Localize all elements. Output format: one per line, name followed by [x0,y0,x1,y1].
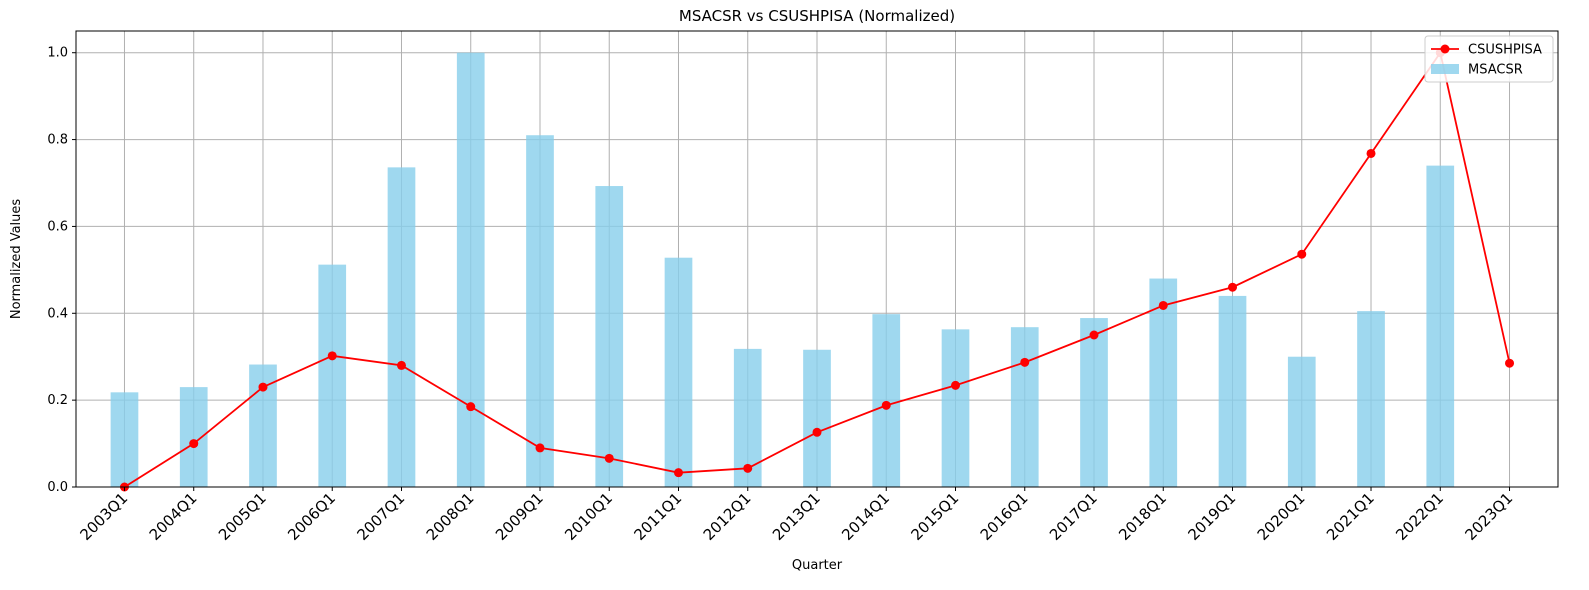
csushpisa-point [812,427,822,437]
x-tick-label: 2020Q1 [1254,489,1309,544]
x-axis-ticks: 2003Q1 2004Q1 2005Q1 2006Q1 2007Q1 2008Q1 2009… [76,487,1516,544]
msacsr-bar [1149,278,1178,487]
csushpisa-point [1505,358,1515,368]
csushpisa-point [743,463,753,473]
x-tick-label: 2019Q1 [1185,489,1240,544]
msacsr-bar [1287,356,1316,487]
msacsr-bar [179,387,208,487]
msacsr-bar [110,392,139,487]
csushpisa-point [258,382,268,392]
x-tick-label: 2023Q1 [1462,489,1517,544]
csushpisa-point [673,468,683,478]
x-tick-label: 2003Q1 [76,489,131,544]
csushpisa-point [1228,282,1238,292]
msacsr-bar [941,329,970,487]
csushpisa-point [1158,300,1168,310]
csushpisa-point [604,453,614,463]
y-axis-label: Normalized Values [9,199,24,320]
legend-entry-csushpisa: CSUSHPISA [1468,43,1542,58]
x-tick-label: 2015Q1 [908,489,963,544]
msacsr-bar [1218,295,1247,487]
y-tick-label: 0.0 [47,480,68,495]
csushpisa-point [1366,148,1376,158]
msacsr-bar [664,257,693,487]
y-tick-label: 0.2 [47,393,68,408]
x-tick-label: 2018Q1 [1115,489,1170,544]
x-tick-label: 2009Q1 [492,489,547,544]
msacsr-bar [803,349,831,487]
legend-bar-swatch [1431,64,1459,74]
csushpisa-point [1089,330,1099,340]
chart-title: MSACSR vs CSUSHPISA (Normalized) [679,7,955,25]
x-tick-label: 2021Q1 [1323,489,1378,544]
msacsr-bar [456,52,485,487]
x-tick-label: 2013Q1 [769,489,824,544]
legend-entry-msacsr: MSACSR [1468,63,1523,78]
msacsr-bar [1010,327,1039,487]
csushpisa-point [951,380,961,390]
msacsr-bar [387,167,416,487]
x-tick-label: 2008Q1 [423,489,478,544]
x-tick-label: 2016Q1 [977,489,1032,544]
x-tick-label: 2006Q1 [284,489,339,544]
csushpisa-point [1020,357,1030,367]
csushpisa-point [535,443,545,453]
x-tick-label: 2011Q1 [631,489,686,544]
msacsr-bar [1080,318,1108,487]
msacsr-bar [1426,165,1455,487]
x-tick-label: 2014Q1 [838,489,893,544]
csushpisa-point [327,351,337,361]
csushpisa-point [189,439,199,449]
x-axis-label: Quarter [792,558,843,573]
legend: CSUSHPISA MSACSR [1424,35,1554,83]
msacsr-bar [318,264,347,487]
csushpisa-point [881,400,891,410]
msacsr-bars [110,52,1455,488]
y-axis-ticks: 0.0 0.2 0.4 0.6 0.8 1.0 [47,46,76,495]
x-tick-label: 2007Q1 [353,489,408,544]
x-tick-label: 2022Q1 [1392,489,1447,544]
x-tick-label: 2012Q1 [700,489,755,544]
x-tick-label: 2010Q1 [561,489,616,544]
msacsr-bar [1357,311,1385,487]
csushpisa-point [1297,249,1307,259]
x-tick-label: 2017Q1 [1046,489,1101,544]
msacsr-bar [526,135,554,487]
legend-marker [1440,44,1450,54]
x-tick-label: 2005Q1 [215,489,270,544]
y-tick-label: 0.4 [47,306,68,321]
y-tick-label: 1.0 [47,46,68,61]
y-tick-label: 0.8 [47,133,68,148]
x-tick-label: 2004Q1 [146,489,201,544]
csushpisa-line [119,48,1515,492]
msacsr-bar [595,186,624,488]
csushpisa-point [396,360,406,370]
msacsr-bar [872,314,901,487]
csushpisa-point [466,402,476,412]
y-tick-label: 0.6 [47,219,68,234]
